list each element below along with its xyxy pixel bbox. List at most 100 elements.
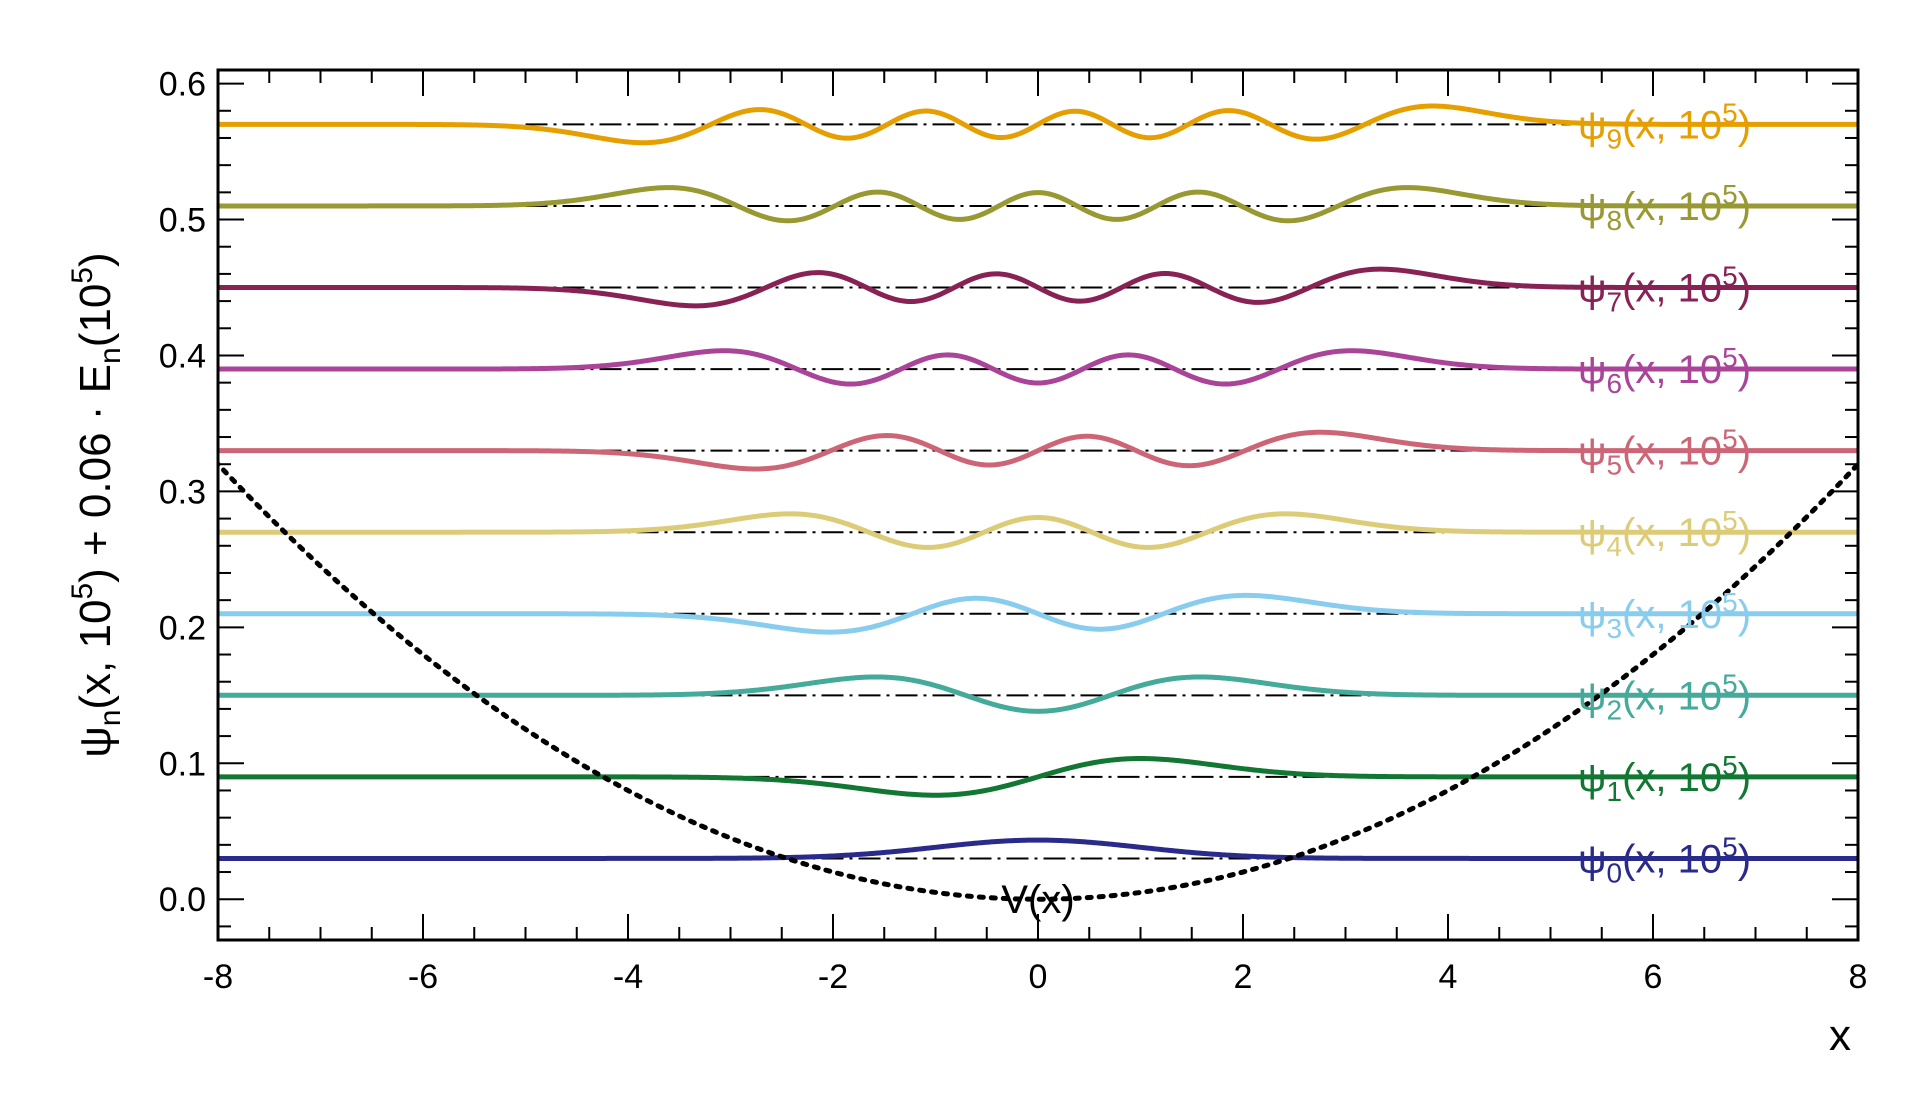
series-label-part: ψ [1578, 837, 1607, 881]
series-label-5: ψ5(x, 105) [1578, 424, 1751, 481]
series-label-3: ψ3(x, 105) [1578, 587, 1751, 644]
series-label-part: ) [1738, 511, 1751, 555]
y-ticks: 0.0 0.1 0.2 0.3 0.4 0.5 0.6 [159, 66, 1858, 928]
wavefunction-line-2 [218, 674, 1858, 714]
y-tick-label: 0.2 [159, 609, 206, 647]
series-label-part: ) [1738, 674, 1751, 718]
series-label-part: ) [1738, 756, 1751, 800]
y-axis-title-exp2: 5 [66, 267, 99, 284]
series-label-9: ψ9(x, 105) [1578, 97, 1751, 154]
series-label-part: ψ [1578, 674, 1607, 718]
wavefunction-line-6 [218, 348, 1858, 387]
potential-curve [218, 460, 1858, 902]
potential-label: V(x) [1001, 878, 1074, 922]
y-axis-title-sub-n2: n [94, 347, 127, 364]
y-tick-label: 0.6 [159, 66, 206, 104]
series-label-part: 9 [1607, 123, 1623, 154]
series-label-part: 3 [1607, 613, 1623, 644]
plot-background [218, 70, 1858, 940]
x-axis-title: x [1829, 1011, 1851, 1060]
series-label-part: (x, 10 [1622, 348, 1722, 392]
series-label-part: 5 [1722, 424, 1738, 455]
series-label-part: (x, 10 [1622, 103, 1722, 147]
series-lines [218, 103, 1858, 861]
series-label-part: (x, 10 [1622, 756, 1722, 800]
series-label-part: 5 [1722, 831, 1738, 862]
series-label-4: ψ4(x, 105) [1578, 505, 1751, 562]
series-label-part: ) [1738, 430, 1751, 474]
series-labels: ψ0(x, 105)ψ1(x, 105)ψ2(x, 105)ψ3(x, 105)… [1578, 97, 1751, 888]
series-label-part: 6 [1607, 368, 1623, 399]
y-tick-label: 0.4 [159, 337, 206, 375]
y-axis-title: ψn(x, 105) + 0.06 · En(105) [66, 252, 127, 757]
series-label-part: 5 [1607, 450, 1623, 481]
series-label-part: ψ [1578, 511, 1607, 555]
series-label-part: ψ [1578, 756, 1607, 800]
y-tick-label: 0.1 [159, 745, 206, 783]
wavefunction-line-5 [218, 429, 1858, 472]
x-tick-label: -8 [203, 958, 233, 996]
series-label-part: 4 [1607, 531, 1623, 562]
series-label-2: ψ2(x, 105) [1578, 668, 1751, 725]
wavefunction-line-3 [218, 592, 1858, 635]
series-label-part: (x, 10 [1622, 674, 1722, 718]
x-tick-label: -4 [613, 958, 643, 996]
series-label-0: ψ0(x, 105) [1578, 831, 1751, 888]
series-label-part: 7 [1607, 287, 1623, 318]
series-label-8: ψ8(x, 105) [1578, 179, 1751, 236]
series-label-part: (x, 10 [1622, 267, 1722, 311]
series-label-6: ψ6(x, 105) [1578, 342, 1751, 399]
wavefunction-line-0 [218, 837, 1858, 861]
y-tick-label: 0.0 [159, 881, 206, 919]
series-label-part: 5 [1722, 505, 1738, 536]
x-tick-label: -2 [818, 958, 848, 996]
series-label-part: ψ [1578, 185, 1607, 229]
y-axis-title-end: ) [71, 252, 120, 267]
x-tick-label: -6 [408, 958, 438, 996]
wavefunction-line-1 [218, 756, 1858, 798]
y-axis-title-exp1: 5 [66, 583, 99, 600]
series-label-part: (x, 10 [1622, 837, 1722, 881]
series-label-part: ) [1738, 267, 1751, 311]
y-axis-title-mid1: (x, 10 [71, 600, 120, 710]
series-label-part: 5 [1722, 587, 1738, 618]
x-tick-label: 6 [1644, 958, 1663, 996]
x-tick-label: 2 [1234, 958, 1253, 996]
y-tick-label: 0.5 [159, 202, 206, 240]
series-label-part: 5 [1722, 342, 1738, 373]
y-axis-title-mid3: (10 [71, 284, 120, 348]
series-label-part: ) [1738, 185, 1751, 229]
series-label-part: (x, 10 [1622, 511, 1722, 555]
series-label-part: ) [1738, 593, 1751, 637]
wavefunction-line-9 [218, 103, 1858, 146]
series-label-part: ψ [1578, 348, 1607, 392]
y-axis-title-psi: ψ [71, 726, 120, 757]
series-label-part: ψ [1578, 593, 1607, 637]
wavefunction-line-8 [218, 185, 1858, 224]
series-label-part: 5 [1722, 179, 1738, 210]
wavefunction-line-4 [218, 511, 1858, 550]
series-label-7: ψ7(x, 105) [1578, 261, 1751, 318]
series-label-part: 0 [1607, 857, 1623, 888]
series-label-part: ) [1738, 103, 1751, 147]
wavefunction-line-7 [218, 266, 1858, 309]
series-label-part: 5 [1722, 750, 1738, 781]
y-axis-title-mid2: ) + 0.06 · E [71, 364, 120, 583]
series-label-part: 8 [1607, 205, 1623, 236]
x-tick-label: 0 [1029, 958, 1048, 996]
series-label-part: ) [1738, 837, 1751, 881]
series-label-part: 5 [1722, 668, 1738, 699]
y-tick-label: 0.3 [159, 473, 206, 511]
series-label-part: (x, 10 [1622, 430, 1722, 474]
series-label-part: 5 [1722, 261, 1738, 292]
series-label-part: ψ [1578, 103, 1607, 147]
series-label-part: 1 [1607, 776, 1623, 807]
y-axis-title-sub-n: n [94, 710, 127, 727]
potential-group [218, 460, 1858, 902]
series-label-part: ψ [1578, 267, 1607, 311]
series-label-1: ψ1(x, 105) [1578, 750, 1751, 807]
series-label-part: 5 [1722, 97, 1738, 128]
series-label-part: ψ [1578, 430, 1607, 474]
series-label-part: (x, 10 [1622, 593, 1722, 637]
